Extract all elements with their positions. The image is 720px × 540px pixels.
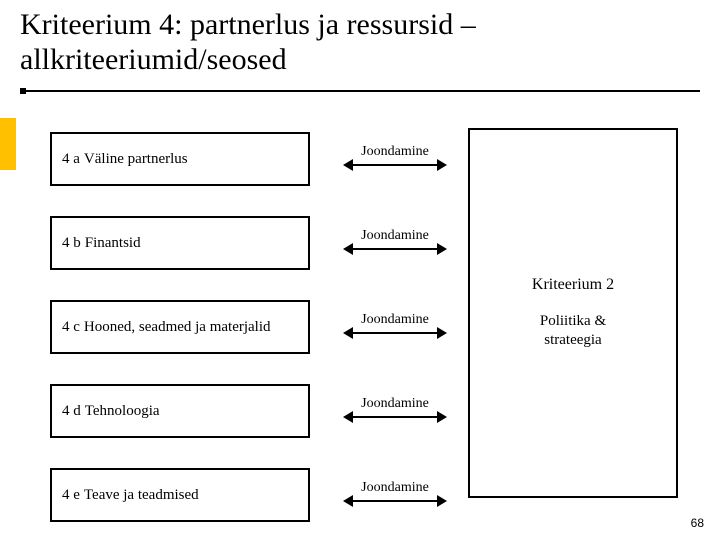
accent-bar (0, 118, 16, 170)
subcriterion-code: 4 a (62, 151, 80, 168)
arrow-group: Joondamine (320, 296, 470, 350)
criterion-2-subtitle-line2: strateegia (544, 332, 601, 348)
subcriterion-code: 4 e (62, 487, 80, 504)
subcriteria-column: 4 a Väline partnerlus 4 b Finantsid 4 c … (50, 132, 310, 540)
slide: Kriteerium 4: partnerlus ja ressursid – … (0, 0, 720, 540)
subcriterion-code: 4 b (62, 235, 81, 252)
arrow-group: Joondamine (320, 464, 470, 518)
criterion-2-subtitle: Poliitika & strateegia (540, 312, 606, 350)
arrow-group: Joondamine (320, 380, 470, 434)
subcriterion-box: 4 c Hooned, seadmed ja materjalid (50, 300, 310, 354)
arrow-label: Joondamine (361, 312, 429, 328)
subcriterion-label: Finantsid (85, 235, 141, 252)
arrow-column: Joondamine Joondamine Joondamine Joondam… (320, 128, 470, 540)
subcriterion-box: 4 a Väline partnerlus (50, 132, 310, 186)
subcriterion-label: Teave ja teadmised (84, 487, 199, 504)
page-number: 68 (691, 516, 704, 530)
double-arrow-icon (345, 500, 445, 502)
criterion-2-title: Kriteerium 2 (532, 276, 614, 294)
subcriterion-code: 4 c (62, 319, 80, 336)
double-arrow-icon (345, 332, 445, 334)
arrow-label: Joondamine (361, 396, 429, 412)
arrow-label: Joondamine (361, 228, 429, 244)
arrow-group: Joondamine (320, 128, 470, 182)
double-arrow-icon (345, 248, 445, 250)
double-arrow-icon (345, 164, 445, 166)
subcriterion-label: Väline partnerlus (84, 151, 188, 168)
slide-title: Kriteerium 4: partnerlus ja ressursid – … (20, 8, 700, 77)
subcriterion-box: 4 e Teave ja teadmised (50, 468, 310, 522)
criterion-2-subtitle-line1: Poliitika & (540, 313, 606, 329)
title-wrap: Kriteerium 4: partnerlus ja ressursid – … (20, 8, 700, 77)
subcriterion-label: Hooned, seadmed ja materjalid (84, 319, 271, 336)
arrow-group: Joondamine (320, 212, 470, 266)
arrow-label: Joondamine (361, 144, 429, 160)
title-underline (20, 90, 700, 92)
criterion-2-box: Kriteerium 2 Poliitika & strateegia (468, 128, 678, 498)
arrow-label: Joondamine (361, 480, 429, 496)
subcriterion-box: 4 b Finantsid (50, 216, 310, 270)
subcriterion-box: 4 d Tehnoloogia (50, 384, 310, 438)
double-arrow-icon (345, 416, 445, 418)
subcriterion-code: 4 d (62, 403, 81, 420)
subcriterion-label: Tehnoloogia (85, 403, 160, 420)
